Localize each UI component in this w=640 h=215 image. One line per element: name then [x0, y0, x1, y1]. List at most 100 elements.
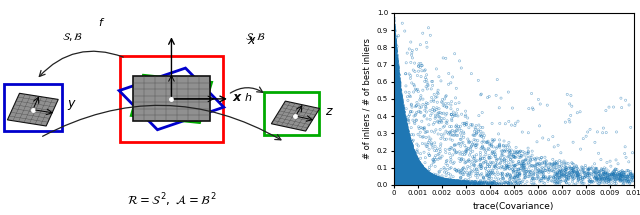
Point: [397, 114, 407, 117]
Point: [392, 142, 403, 146]
Point: [450, 180, 460, 183]
Point: [398, 174, 408, 178]
Point: [541, 162, 552, 166]
Point: [401, 129, 411, 132]
Point: [396, 148, 406, 151]
Point: [401, 158, 411, 161]
Point: [453, 182, 463, 186]
Point: [515, 167, 525, 170]
Point: [395, 101, 405, 104]
Point: [390, 59, 401, 63]
Point: [410, 114, 420, 117]
Point: [476, 163, 486, 166]
Point: [537, 170, 547, 173]
Point: [463, 180, 474, 184]
Point: [398, 121, 408, 124]
Point: [407, 181, 417, 184]
Point: [406, 172, 417, 176]
Point: [406, 146, 417, 149]
Point: [418, 169, 428, 173]
Point: [415, 183, 426, 186]
Point: [413, 168, 423, 171]
Point: [623, 178, 633, 181]
Point: [446, 179, 456, 183]
Point: [424, 175, 435, 179]
Point: [407, 175, 417, 178]
Point: [424, 177, 435, 180]
Point: [564, 118, 574, 121]
Point: [394, 163, 404, 166]
Point: [399, 174, 410, 178]
Point: [414, 173, 424, 177]
Point: [408, 165, 418, 169]
Point: [609, 170, 620, 174]
Point: [403, 172, 413, 175]
Point: [509, 156, 520, 159]
Point: [406, 155, 416, 158]
Point: [404, 151, 415, 155]
Point: [401, 148, 411, 152]
Point: [392, 148, 402, 151]
Point: [472, 142, 482, 146]
Point: [394, 147, 404, 150]
Point: [409, 160, 419, 163]
Point: [444, 181, 454, 184]
Point: [415, 171, 425, 175]
Point: [424, 174, 434, 177]
Point: [577, 176, 588, 180]
Point: [445, 183, 455, 186]
Point: [422, 177, 433, 180]
Point: [526, 164, 536, 167]
Point: [410, 164, 420, 167]
Point: [389, 94, 399, 97]
Point: [391, 75, 401, 78]
Point: [389, 90, 399, 94]
Point: [390, 43, 401, 46]
Point: [392, 108, 403, 111]
Point: [396, 110, 406, 114]
Point: [463, 179, 473, 183]
Point: [393, 81, 403, 85]
Point: [454, 182, 465, 186]
Point: [403, 147, 413, 151]
Point: [390, 40, 401, 44]
Point: [419, 177, 429, 180]
Point: [407, 183, 417, 186]
Point: [411, 156, 421, 160]
Point: [395, 123, 405, 127]
Point: [390, 98, 401, 101]
Point: [391, 109, 401, 113]
Point: [406, 177, 416, 181]
Point: [393, 134, 403, 137]
Point: [425, 175, 435, 178]
Point: [397, 154, 408, 157]
Point: [422, 172, 432, 175]
Point: [409, 167, 419, 170]
Point: [403, 119, 413, 122]
Point: [395, 102, 405, 106]
Point: [390, 157, 400, 161]
Point: [396, 119, 406, 123]
Point: [412, 168, 422, 171]
Point: [427, 177, 437, 180]
Point: [400, 117, 410, 121]
Point: [390, 39, 400, 42]
Point: [411, 157, 421, 160]
Point: [556, 173, 566, 177]
Point: [390, 156, 401, 160]
Point: [420, 180, 430, 184]
Point: [393, 92, 403, 96]
Point: [408, 175, 419, 179]
Point: [415, 177, 426, 180]
Point: [390, 42, 400, 46]
Point: [401, 157, 411, 160]
Point: [396, 182, 406, 185]
Point: [390, 88, 400, 91]
Point: [406, 177, 416, 181]
Point: [395, 116, 405, 119]
Point: [393, 168, 403, 172]
Point: [392, 99, 402, 102]
Point: [409, 154, 419, 157]
Point: [396, 151, 406, 154]
Point: [567, 167, 577, 170]
